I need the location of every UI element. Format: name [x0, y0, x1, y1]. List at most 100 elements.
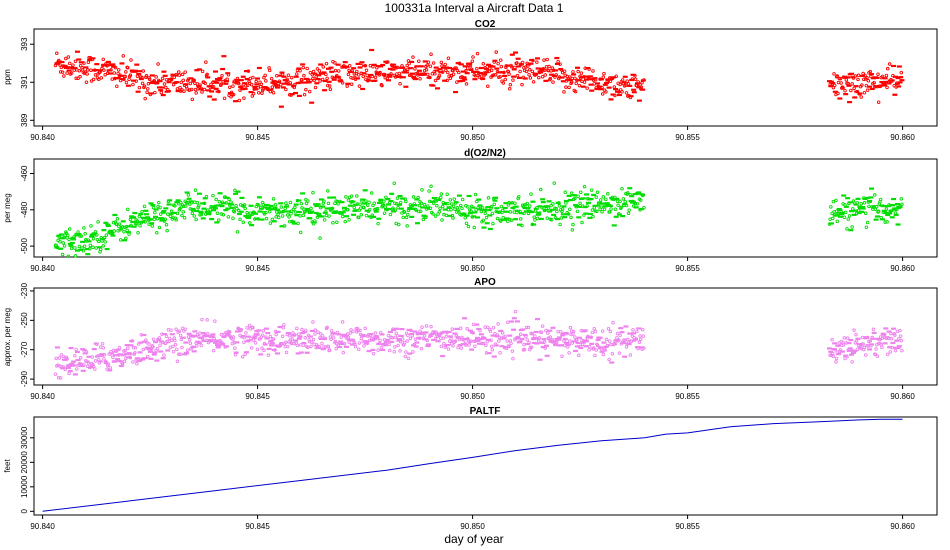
data-point — [67, 237, 71, 242]
data-point — [863, 211, 868, 216]
data-point — [506, 320, 510, 324]
data-point — [349, 82, 354, 86]
panel-d-o2-n2: d(O2/N2) per meg -500-480-460 90.840 90.8… — [3, 148, 938, 273]
data-point — [100, 239, 104, 243]
data-point — [418, 77, 422, 81]
data-point — [174, 72, 178, 77]
data-point — [527, 340, 531, 345]
data-point — [297, 332, 301, 337]
data-point — [343, 219, 347, 224]
data-point — [527, 68, 532, 72]
data-point — [364, 68, 369, 72]
data-point — [315, 67, 320, 71]
data-point — [86, 60, 91, 65]
data-point — [93, 233, 97, 237]
data-point — [834, 360, 838, 364]
data-point — [255, 347, 260, 352]
data-point — [888, 350, 893, 354]
data-point — [398, 340, 403, 344]
data-point — [231, 335, 236, 339]
data-point — [89, 79, 94, 83]
data-point — [124, 70, 128, 74]
data-point — [482, 336, 487, 340]
data-point — [382, 72, 387, 77]
data-point — [453, 339, 458, 343]
data-point — [366, 203, 370, 208]
data-point — [515, 73, 520, 78]
data-point — [130, 339, 135, 343]
data-point — [170, 217, 175, 221]
data-point — [231, 216, 235, 221]
data-point — [624, 203, 629, 208]
data-point — [873, 193, 877, 197]
data-point — [194, 91, 198, 95]
data-point — [865, 335, 870, 340]
data-point — [111, 220, 116, 225]
data-point — [219, 332, 224, 337]
data-point — [425, 63, 429, 67]
data-point — [328, 87, 333, 92]
data-point — [439, 60, 444, 65]
data-point — [525, 338, 529, 342]
data-point — [64, 56, 68, 61]
data-point — [444, 334, 449, 338]
data-point — [571, 329, 576, 334]
data-point — [544, 328, 548, 333]
data-point — [464, 221, 469, 226]
data-point — [591, 69, 595, 73]
data-point — [454, 66, 458, 70]
data-point — [302, 73, 306, 78]
data-point — [146, 354, 150, 359]
data-point — [241, 220, 246, 224]
y-tick-label: -250 — [20, 312, 29, 329]
data-point — [898, 334, 903, 338]
data-point — [69, 246, 74, 251]
data-point — [518, 332, 523, 337]
data-point — [634, 337, 638, 341]
data-point — [830, 351, 835, 356]
x-tick-label: 90.855 — [675, 133, 700, 142]
data-point — [834, 356, 839, 361]
data-point — [852, 328, 856, 332]
y-axis-ticks: -290 -270 -250 -230 — [20, 282, 34, 387]
data-point — [406, 356, 411, 361]
data-point — [415, 71, 420, 75]
data-point — [600, 329, 605, 333]
data-point — [557, 204, 562, 208]
data-point — [623, 199, 627, 204]
data-point — [530, 332, 535, 336]
data-point — [571, 70, 575, 74]
x-tick-label: 90.840 — [30, 133, 55, 142]
data-point — [224, 201, 229, 205]
data-point — [186, 193, 191, 197]
data-point — [302, 92, 307, 97]
data-point — [330, 206, 335, 211]
data-point — [190, 97, 195, 102]
data-point — [839, 81, 843, 85]
data-point — [900, 348, 904, 353]
data-point — [214, 197, 218, 202]
data-point — [351, 329, 355, 334]
data-point — [177, 329, 182, 333]
data-point — [543, 73, 547, 77]
data-point — [542, 58, 546, 62]
data-point — [157, 336, 162, 340]
data-point — [569, 80, 574, 84]
data-point — [862, 90, 867, 95]
data-point — [77, 244, 82, 249]
data-point — [593, 329, 598, 334]
data-point — [535, 216, 540, 220]
data-point — [174, 218, 178, 222]
data-point — [402, 340, 407, 345]
data-point — [895, 207, 899, 212]
data-point — [458, 203, 463, 208]
data-point — [270, 85, 275, 89]
data-point — [611, 320, 615, 325]
data-point — [614, 74, 618, 78]
data-point — [428, 206, 433, 211]
y-tick-label: -290 — [20, 371, 29, 388]
data-point — [513, 309, 518, 314]
data-point — [439, 344, 444, 349]
data-point — [638, 198, 643, 202]
data-point — [356, 328, 360, 333]
